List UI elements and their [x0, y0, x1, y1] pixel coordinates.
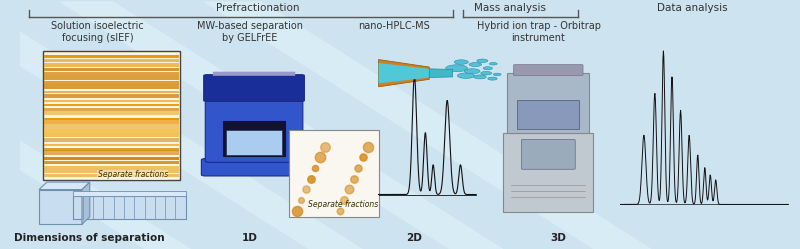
Circle shape	[490, 62, 497, 65]
FancyBboxPatch shape	[44, 129, 178, 133]
Polygon shape	[378, 60, 430, 87]
Text: Data analysis: Data analysis	[657, 2, 728, 12]
FancyBboxPatch shape	[44, 72, 178, 75]
Point	[352, 166, 365, 170]
FancyBboxPatch shape	[39, 189, 82, 224]
FancyBboxPatch shape	[44, 59, 178, 62]
FancyBboxPatch shape	[518, 100, 579, 128]
Point	[299, 187, 312, 191]
Text: Mass analysis: Mass analysis	[474, 2, 546, 12]
Text: Hybrid ion trap - Orbitrap
instrument: Hybrid ion trap - Orbitrap instrument	[477, 21, 601, 43]
Point	[362, 145, 374, 149]
FancyBboxPatch shape	[44, 55, 178, 58]
Point	[333, 209, 346, 213]
Circle shape	[454, 60, 468, 64]
FancyBboxPatch shape	[289, 130, 378, 217]
Circle shape	[474, 75, 486, 79]
Polygon shape	[82, 182, 90, 224]
Point	[342, 187, 355, 191]
FancyBboxPatch shape	[44, 84, 178, 89]
FancyBboxPatch shape	[206, 78, 303, 162]
FancyBboxPatch shape	[44, 132, 178, 137]
Circle shape	[488, 77, 497, 80]
Polygon shape	[378, 63, 430, 83]
Circle shape	[464, 69, 480, 74]
FancyBboxPatch shape	[226, 130, 282, 155]
Text: Separate fractions: Separate fractions	[98, 170, 168, 179]
FancyBboxPatch shape	[44, 174, 178, 177]
Text: MW-based separation
by GELFrEE: MW-based separation by GELFrEE	[197, 21, 302, 43]
FancyBboxPatch shape	[44, 161, 178, 164]
Text: Prefractionation: Prefractionation	[216, 2, 299, 12]
Point	[338, 198, 350, 202]
FancyBboxPatch shape	[213, 72, 295, 76]
Text: 3D: 3D	[550, 233, 566, 243]
Text: 2D: 2D	[406, 233, 422, 243]
FancyBboxPatch shape	[44, 150, 178, 155]
FancyBboxPatch shape	[44, 118, 178, 120]
Point	[295, 198, 308, 202]
FancyBboxPatch shape	[73, 196, 186, 219]
Text: Separate fractions: Separate fractions	[308, 200, 378, 209]
FancyBboxPatch shape	[44, 108, 178, 111]
FancyBboxPatch shape	[223, 122, 285, 156]
FancyBboxPatch shape	[514, 65, 583, 75]
Text: Solution isoelectric
focusing (sIEF): Solution isoelectric focusing (sIEF)	[51, 21, 144, 43]
FancyBboxPatch shape	[44, 81, 178, 84]
FancyBboxPatch shape	[44, 68, 178, 71]
Circle shape	[477, 59, 488, 62]
FancyBboxPatch shape	[44, 94, 178, 98]
FancyBboxPatch shape	[44, 100, 178, 102]
FancyBboxPatch shape	[522, 139, 575, 169]
FancyBboxPatch shape	[507, 72, 590, 133]
FancyBboxPatch shape	[204, 75, 304, 101]
Point	[318, 145, 331, 149]
Circle shape	[458, 73, 474, 78]
Circle shape	[481, 71, 492, 75]
Text: nano-HPLC-MS: nano-HPLC-MS	[358, 21, 430, 31]
FancyBboxPatch shape	[44, 75, 178, 80]
Text: Dimensions of separation: Dimensions of separation	[14, 233, 165, 243]
Point	[309, 166, 322, 170]
Point	[357, 155, 370, 159]
Polygon shape	[0, 1, 191, 249]
Text: 1D: 1D	[242, 233, 258, 243]
FancyBboxPatch shape	[44, 148, 178, 151]
FancyBboxPatch shape	[44, 111, 178, 115]
Point	[314, 155, 326, 159]
Circle shape	[483, 67, 493, 70]
FancyBboxPatch shape	[44, 166, 178, 168]
FancyBboxPatch shape	[44, 124, 178, 128]
FancyBboxPatch shape	[503, 133, 593, 212]
Polygon shape	[430, 69, 453, 77]
Circle shape	[494, 73, 501, 76]
Circle shape	[469, 62, 482, 66]
Point	[290, 209, 303, 213]
Polygon shape	[58, 1, 503, 249]
FancyBboxPatch shape	[202, 159, 306, 176]
FancyBboxPatch shape	[44, 63, 178, 67]
Point	[304, 177, 317, 181]
FancyBboxPatch shape	[44, 120, 178, 124]
FancyBboxPatch shape	[43, 51, 179, 180]
FancyBboxPatch shape	[44, 157, 178, 160]
Point	[347, 177, 360, 181]
FancyBboxPatch shape	[44, 144, 178, 146]
Polygon shape	[39, 182, 90, 189]
Polygon shape	[0, 1, 363, 249]
FancyBboxPatch shape	[73, 191, 186, 196]
FancyBboxPatch shape	[44, 91, 178, 93]
Polygon shape	[203, 1, 652, 249]
FancyBboxPatch shape	[44, 169, 178, 173]
FancyBboxPatch shape	[44, 104, 178, 106]
Circle shape	[446, 65, 467, 72]
FancyBboxPatch shape	[44, 138, 178, 142]
